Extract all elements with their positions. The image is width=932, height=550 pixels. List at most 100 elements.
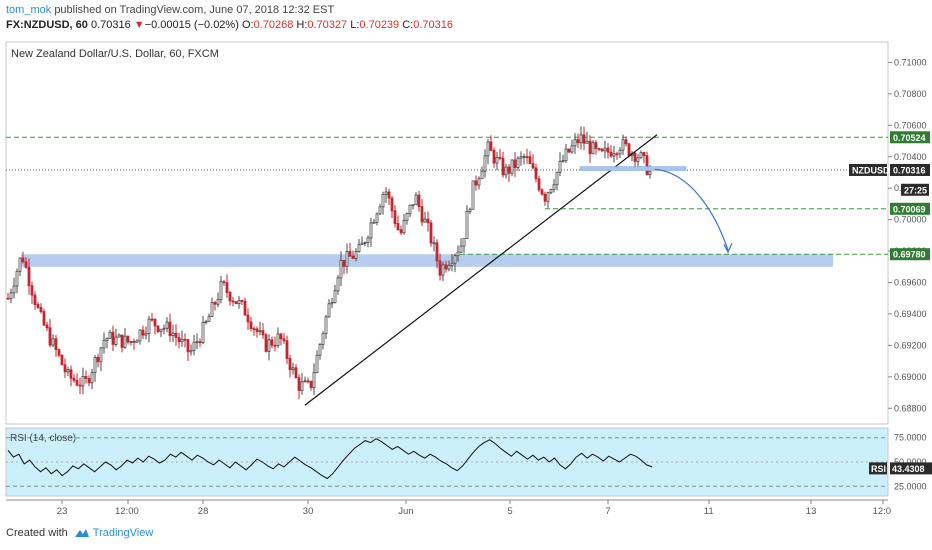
candle-body (489, 141, 493, 151)
candle-body (387, 191, 391, 199)
candle-body (195, 341, 199, 344)
candle-body (201, 321, 205, 343)
price-change: −0.00015 (−0.02%) (144, 19, 239, 31)
candle-body (261, 330, 265, 336)
time-tick-label: 23 (57, 506, 68, 517)
candle-body (588, 140, 592, 155)
candle-body (369, 222, 373, 239)
candle-body (330, 302, 334, 305)
candle-body (372, 221, 376, 224)
candle-body (162, 327, 166, 330)
candle-body (495, 156, 499, 164)
candle-body (204, 320, 208, 323)
candle-body (213, 302, 217, 305)
price-tick-label: 0.69600 (894, 278, 927, 288)
rsi-tick-label: 75.0000 (894, 433, 927, 443)
candle-body (237, 300, 241, 305)
candle-body (276, 333, 280, 346)
candle-body (183, 338, 187, 341)
candle-body (102, 340, 106, 349)
candle-body (63, 364, 67, 373)
publisher-link[interactable]: tom_mok (6, 4, 52, 16)
candle-body (21, 257, 25, 263)
candle-body (309, 380, 313, 388)
candle-body (558, 160, 562, 173)
candle-body (6, 297, 10, 300)
candle-body (540, 189, 544, 195)
price-label-text: 0.70316 (893, 165, 926, 175)
candle-body (138, 329, 142, 342)
candle-body (18, 257, 22, 272)
candle-body (315, 354, 319, 374)
candle-body (156, 325, 160, 332)
price-label-text: 0.70524 (893, 133, 926, 143)
candle-body (168, 321, 172, 337)
candle-body (258, 330, 262, 333)
candle-body (609, 151, 613, 157)
rsi-label-text: RSI (871, 464, 886, 474)
candle-body (480, 170, 484, 180)
open-label: O: (241, 19, 254, 31)
candle-body (57, 349, 61, 356)
symbol-name[interactable]: FX:NZDUSD, 60 (6, 19, 88, 31)
candle-body (45, 324, 49, 329)
candle-body (384, 191, 388, 196)
candle-body (402, 220, 406, 234)
candle-body (144, 333, 148, 336)
candle-body (639, 152, 643, 159)
candle-body (30, 285, 34, 296)
candle-body (531, 163, 535, 169)
candle-body (51, 338, 55, 346)
candle-body (252, 328, 256, 330)
candle-body (285, 340, 289, 359)
candle-body (48, 327, 52, 346)
candle-body (60, 354, 64, 366)
candle-body (546, 192, 550, 202)
candle-body (120, 334, 124, 348)
candle-body (483, 155, 487, 172)
candle-body (39, 307, 43, 313)
candle-body (114, 336, 118, 345)
candle-body (441, 264, 445, 276)
candle-body (243, 300, 247, 316)
candle-body (84, 376, 88, 379)
arrow-head-icon (723, 242, 733, 254)
candle-body (375, 213, 379, 223)
candle-body (81, 376, 85, 387)
candle-body (72, 377, 76, 381)
candle-body (231, 300, 235, 303)
candle-body (417, 194, 421, 207)
candle-body (312, 372, 316, 388)
candle-body (192, 341, 196, 352)
candle-body (366, 237, 370, 243)
retest-zone (579, 166, 687, 171)
candle-body (267, 339, 271, 352)
candle-body (459, 245, 463, 253)
candle-body (534, 167, 538, 180)
candle-body (42, 311, 46, 326)
open-value: 0.70268 (253, 19, 294, 31)
candle-body (351, 255, 355, 259)
candle-body (132, 341, 136, 343)
candle-body (24, 261, 28, 268)
tradingview-link[interactable]: TradingView (92, 527, 154, 539)
candle-body (492, 150, 496, 164)
candle-body (600, 148, 604, 152)
candle-body (570, 145, 574, 153)
time-tick-label: 12:0 (873, 506, 892, 517)
candle-body (513, 159, 517, 168)
rsi-label-box (869, 462, 887, 475)
candle-body (222, 281, 226, 284)
candle-body (306, 380, 310, 383)
candle-body (378, 206, 382, 215)
candle-body (474, 180, 478, 186)
candle-body (450, 262, 454, 266)
candle-body (501, 157, 505, 176)
candle-body (207, 316, 211, 322)
candle-body (411, 204, 415, 207)
candle-body (111, 331, 115, 345)
candle-body (318, 344, 322, 356)
close-value: 0.70316 (413, 19, 453, 31)
candle-body (606, 147, 610, 153)
